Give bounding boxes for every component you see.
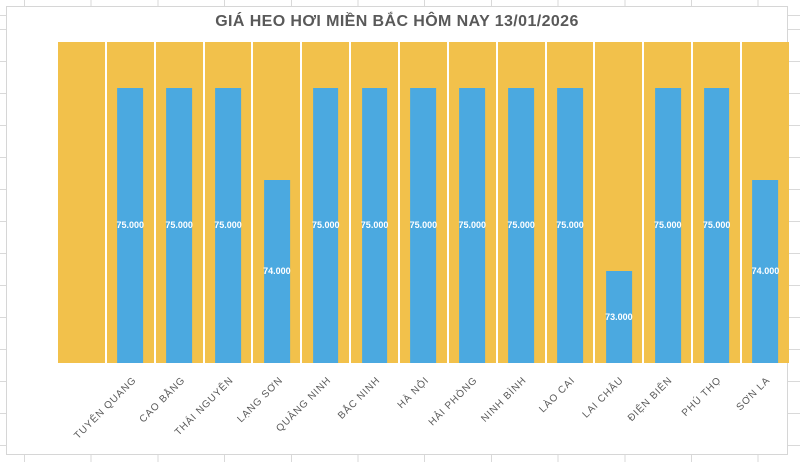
- category-label[interactable]: LAI CHÂU: [580, 375, 627, 421]
- value-label: 74.000: [751, 266, 780, 277]
- value-label: 74.000: [263, 266, 291, 277]
- background-bar[interactable]: 75.000: [644, 42, 692, 363]
- plot-area: 75.000 75.000 75.000 74.000 75.000 75.000 75.0…: [58, 42, 789, 363]
- price-bar[interactable]: 75.000: [311, 87, 340, 363]
- background-bar[interactable]: 75.000: [448, 42, 496, 363]
- category-label[interactable]: NINH BÌNH: [479, 375, 529, 425]
- value-label: 75.000: [165, 220, 193, 231]
- value-label: 75.000: [214, 220, 242, 231]
- background-bar[interactable]: 74.000: [742, 42, 789, 363]
- background-bar[interactable]: 75.000: [351, 42, 399, 363]
- price-bar[interactable]: 75.000: [165, 87, 193, 363]
- background-bar[interactable]: [58, 42, 105, 363]
- category-axis: TUYÊN QUANG CAO BẰNG THÁI NGUYÊN LẠNG SƠN QU…: [58, 367, 789, 456]
- background-bar[interactable]: 75.000: [497, 42, 545, 363]
- value-label: 75.000: [116, 220, 145, 231]
- category-label[interactable]: TUYÊN QUANG: [72, 375, 139, 442]
- chart-title[interactable]: GIÁ HEO HƠI MIỀN BẮC HÔM NAY 13/01/2026: [215, 13, 579, 30]
- value-label: 75.000: [458, 220, 487, 231]
- background-bar[interactable]: 73.000: [595, 42, 643, 363]
- price-bar[interactable]: 75.000: [507, 87, 535, 363]
- price-bar[interactable]: 74.000: [263, 179, 291, 363]
- value-label: 75.000: [409, 220, 438, 231]
- category-label[interactable]: PHÚ THỌ: [679, 375, 724, 419]
- price-bar[interactable]: 75.000: [702, 87, 731, 363]
- value-label: 75.000: [702, 220, 731, 231]
- category-label[interactable]: CAO BẰNG: [137, 375, 188, 426]
- background-bar[interactable]: 74.000: [253, 42, 301, 363]
- background-bar[interactable]: 75.000: [546, 42, 594, 363]
- background-bar[interactable]: 75.000: [400, 42, 447, 363]
- price-bar[interactable]: 75.000: [360, 87, 389, 363]
- category-label[interactable]: ĐIỆN BIÊN: [626, 375, 675, 424]
- category-label[interactable]: BẮC NINH: [335, 375, 383, 422]
- price-bar[interactable]: 73.000: [605, 271, 633, 363]
- background-bar[interactable]: 75.000: [106, 42, 154, 363]
- background-bar[interactable]: 75.000: [204, 42, 252, 363]
- price-bar[interactable]: 75.000: [458, 87, 487, 363]
- price-bar[interactable]: 75.000: [409, 87, 438, 363]
- value-label: 75.000: [556, 220, 584, 231]
- value-label: 75.000: [507, 220, 535, 231]
- background-bar[interactable]: 75.000: [302, 42, 350, 363]
- background-bar[interactable]: 75.000: [693, 42, 741, 363]
- price-bar[interactable]: 75.000: [116, 87, 145, 363]
- category-label[interactable]: LÀO CAI: [537, 375, 578, 416]
- category-label[interactable]: SƠN LA: [734, 375, 773, 414]
- price-bar[interactable]: 75.000: [214, 87, 242, 363]
- value-label: 75.000: [311, 220, 340, 231]
- category-label[interactable]: HẢI PHÒNG: [426, 375, 480, 429]
- chart-area[interactable]: GIÁ HEO HƠI MIỀN BẮC HÔM NAY 13/01/2026 …: [6, 6, 789, 456]
- value-label: 75.000: [360, 220, 389, 231]
- value-label: 75.000: [653, 220, 682, 231]
- background-bar[interactable]: 75.000: [155, 42, 203, 363]
- price-bar[interactable]: 75.000: [653, 87, 682, 363]
- category-label[interactable]: LẠNG SƠN: [235, 375, 286, 425]
- price-bar[interactable]: 74.000: [751, 179, 780, 363]
- value-label: 73.000: [605, 312, 633, 323]
- category-label[interactable]: HÀ NỘI: [395, 375, 432, 411]
- price-bar[interactable]: 75.000: [556, 87, 584, 363]
